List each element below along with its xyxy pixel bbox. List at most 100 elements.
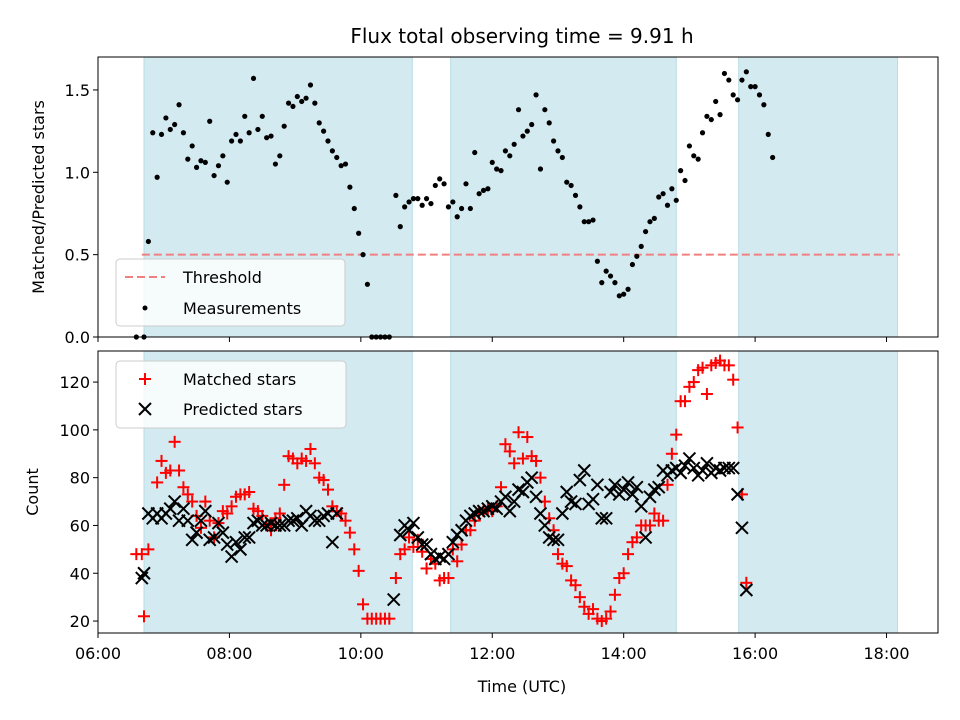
measurement-point xyxy=(432,182,438,189)
matched-star-point xyxy=(670,428,683,441)
matched-star-point xyxy=(135,548,148,561)
measurement-point xyxy=(224,179,230,185)
measurement-point xyxy=(761,102,767,108)
measurement-point xyxy=(590,217,596,223)
predicted-star-point xyxy=(419,537,434,552)
measurement-point xyxy=(502,148,509,154)
predicted-star-point xyxy=(406,516,421,530)
measurement-point xyxy=(599,280,605,286)
measurement-point xyxy=(312,100,318,106)
predicted-star-point xyxy=(167,494,182,509)
measurement-point xyxy=(334,154,340,161)
measurement-point xyxy=(237,138,243,144)
predicted-star-point xyxy=(551,533,565,547)
matched-star-point xyxy=(348,543,361,556)
measurement-point xyxy=(402,204,408,210)
measurement-point xyxy=(454,214,460,220)
measurement-point xyxy=(621,291,627,297)
matched-star-point xyxy=(608,588,621,601)
measurement-point xyxy=(472,149,478,156)
predicted-star-point xyxy=(608,478,622,492)
matched-star-point xyxy=(243,486,256,498)
measurement-point xyxy=(542,107,548,113)
measurement-point xyxy=(364,281,371,287)
measurement-point xyxy=(717,112,723,118)
legend-measurement-label: Measurements xyxy=(183,299,301,318)
predicted-star-point xyxy=(595,511,609,525)
measurement-point xyxy=(189,143,195,149)
measurement-point xyxy=(625,286,631,292)
predicted-star-point xyxy=(730,487,745,502)
measurement-point xyxy=(220,153,226,159)
measurement-point xyxy=(290,103,296,110)
predicted-star-point xyxy=(472,504,486,518)
measurement-point xyxy=(272,161,279,167)
predicted-star-point xyxy=(308,513,322,528)
measurement-point xyxy=(537,166,544,172)
predicted-star-point xyxy=(489,502,504,516)
ratio-panel: 0.0 0.5 1.0 1.5 Matched/Predicted stars Thr… xyxy=(29,56,939,347)
measurement-point xyxy=(158,131,165,138)
predicted-star-point xyxy=(590,478,605,492)
measurement-point xyxy=(325,138,331,144)
matched-star-point xyxy=(155,454,168,467)
count-x-ticks: 06:00 08:00 10:00 12:00 14:00 16:00 18:00 xyxy=(75,633,910,663)
measurement-point xyxy=(656,194,662,200)
count-y-tick-label: 120 xyxy=(59,373,90,392)
measurement-point xyxy=(550,138,557,144)
matched-star-point xyxy=(304,442,317,455)
measurement-point xyxy=(145,238,151,245)
measurement-point xyxy=(242,113,248,119)
matched-star-point xyxy=(173,464,186,477)
predicted-star-point xyxy=(599,511,613,525)
measurement-point xyxy=(307,82,314,88)
measurement-point xyxy=(410,196,417,202)
predicted-star-point xyxy=(735,521,749,535)
count-legend-box xyxy=(115,360,347,429)
matched-star-point xyxy=(151,476,164,489)
predicted-stars-points xyxy=(135,451,754,607)
x-tick-label: 06:00 xyxy=(75,644,121,663)
legend-measurement-marker xyxy=(142,305,148,311)
measurement-point xyxy=(356,230,362,236)
measurement-point xyxy=(250,75,257,82)
predicted-star-point xyxy=(454,523,469,537)
measurement-point xyxy=(277,153,283,159)
predicted-star-point xyxy=(325,535,340,549)
predicted-star-point xyxy=(638,530,653,545)
matched-star-point xyxy=(300,454,313,467)
measurement-point xyxy=(329,148,335,154)
matched-star-point xyxy=(560,560,573,573)
predicted-star-point xyxy=(194,513,208,528)
measurement-point xyxy=(321,128,327,134)
ratio-legend: Threshold Measurements xyxy=(115,258,346,327)
measurement-point xyxy=(172,121,178,128)
predicted-star-point xyxy=(211,516,226,530)
measurement-point xyxy=(533,92,539,98)
measurement-point xyxy=(511,141,517,147)
measurement-point xyxy=(734,97,741,103)
predicted-star-point xyxy=(503,504,517,518)
matched-star-point xyxy=(503,445,516,458)
measurement-point xyxy=(748,84,754,90)
x-axis-label: Time (UTC) xyxy=(477,677,566,696)
measurement-point xyxy=(393,192,399,198)
measurement-point xyxy=(450,199,456,205)
matched-star-point xyxy=(508,457,521,470)
count-panel-frame xyxy=(97,350,939,634)
predicted-star-point xyxy=(695,463,710,478)
matched-star-point xyxy=(420,562,433,575)
measurement-point xyxy=(154,174,160,180)
predicted-star-point xyxy=(393,528,407,542)
measurement-point xyxy=(150,130,156,136)
predicted-star-point xyxy=(402,523,416,537)
measurement-point xyxy=(207,118,213,124)
chart-title: Flux total observing time = 9.91 h xyxy=(350,24,693,48)
matched-star-point xyxy=(665,447,678,460)
measurement-point xyxy=(338,163,344,169)
matched-star-point xyxy=(321,483,334,496)
predicted-star-point xyxy=(386,592,401,607)
predicted-star-point xyxy=(233,542,248,557)
matched-star-point xyxy=(225,500,238,513)
